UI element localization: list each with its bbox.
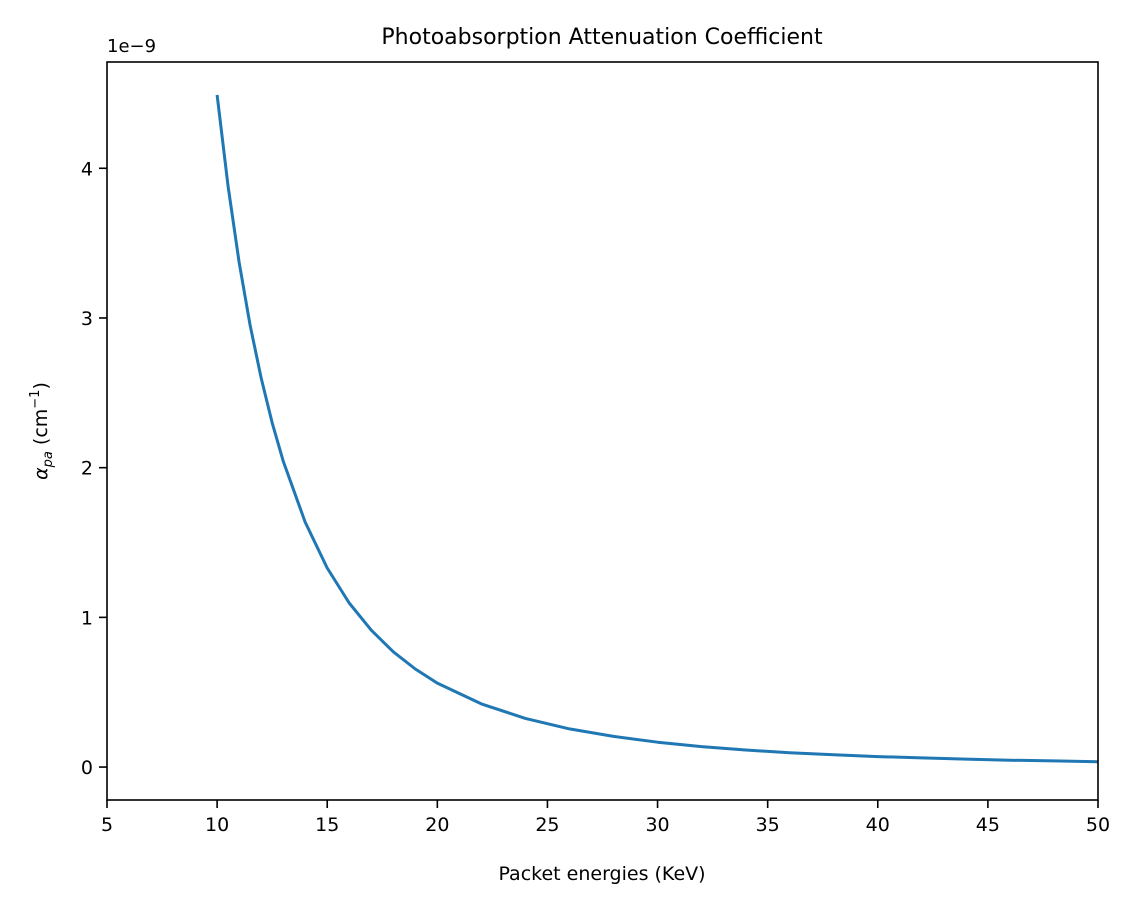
axes-frame: [106, 61, 1099, 801]
x-tick-label: 5: [101, 814, 113, 836]
x-tick-label: 50: [1086, 814, 1110, 836]
y-tick-label: 4: [81, 158, 93, 180]
data-line: [215, 94, 1099, 764]
x-axis-ticks: 5 10 15 20 25 30 35 40 45 50: [101, 800, 1110, 836]
y-tick-label: 3: [81, 308, 93, 330]
y-tick-label: 1: [81, 607, 93, 629]
y-label-close: ): [30, 382, 52, 389]
y-axis-label: αpa (cm−1): [28, 382, 56, 480]
x-tick-label: 25: [535, 814, 559, 836]
plot-area: [215, 94, 1099, 764]
x-tick-label: 40: [866, 814, 890, 836]
x-tick-label: 45: [976, 814, 1000, 836]
y-label-symbol: α: [30, 467, 52, 480]
y-tick-label: 2: [81, 458, 93, 480]
x-tick-label: 35: [756, 814, 780, 836]
y-label-unit: (cm: [30, 409, 52, 451]
y-offset-label: 1e−9: [107, 36, 156, 57]
x-tick-label: 30: [645, 814, 669, 836]
y-axis-ticks: 0 1 2 3 4: [81, 158, 107, 779]
x-axis-label: Packet energies (KeV): [498, 863, 705, 885]
chart-title: Photoabsorption Attenuation Coefficient: [381, 25, 823, 50]
y-label-exponent: −1: [28, 390, 43, 409]
x-tick-label: 20: [425, 814, 449, 836]
x-tick-label: 10: [205, 814, 229, 836]
y-label-subscript: pa: [41, 451, 56, 468]
y-tick-label: 0: [81, 757, 93, 779]
x-tick-label: 15: [315, 814, 339, 836]
